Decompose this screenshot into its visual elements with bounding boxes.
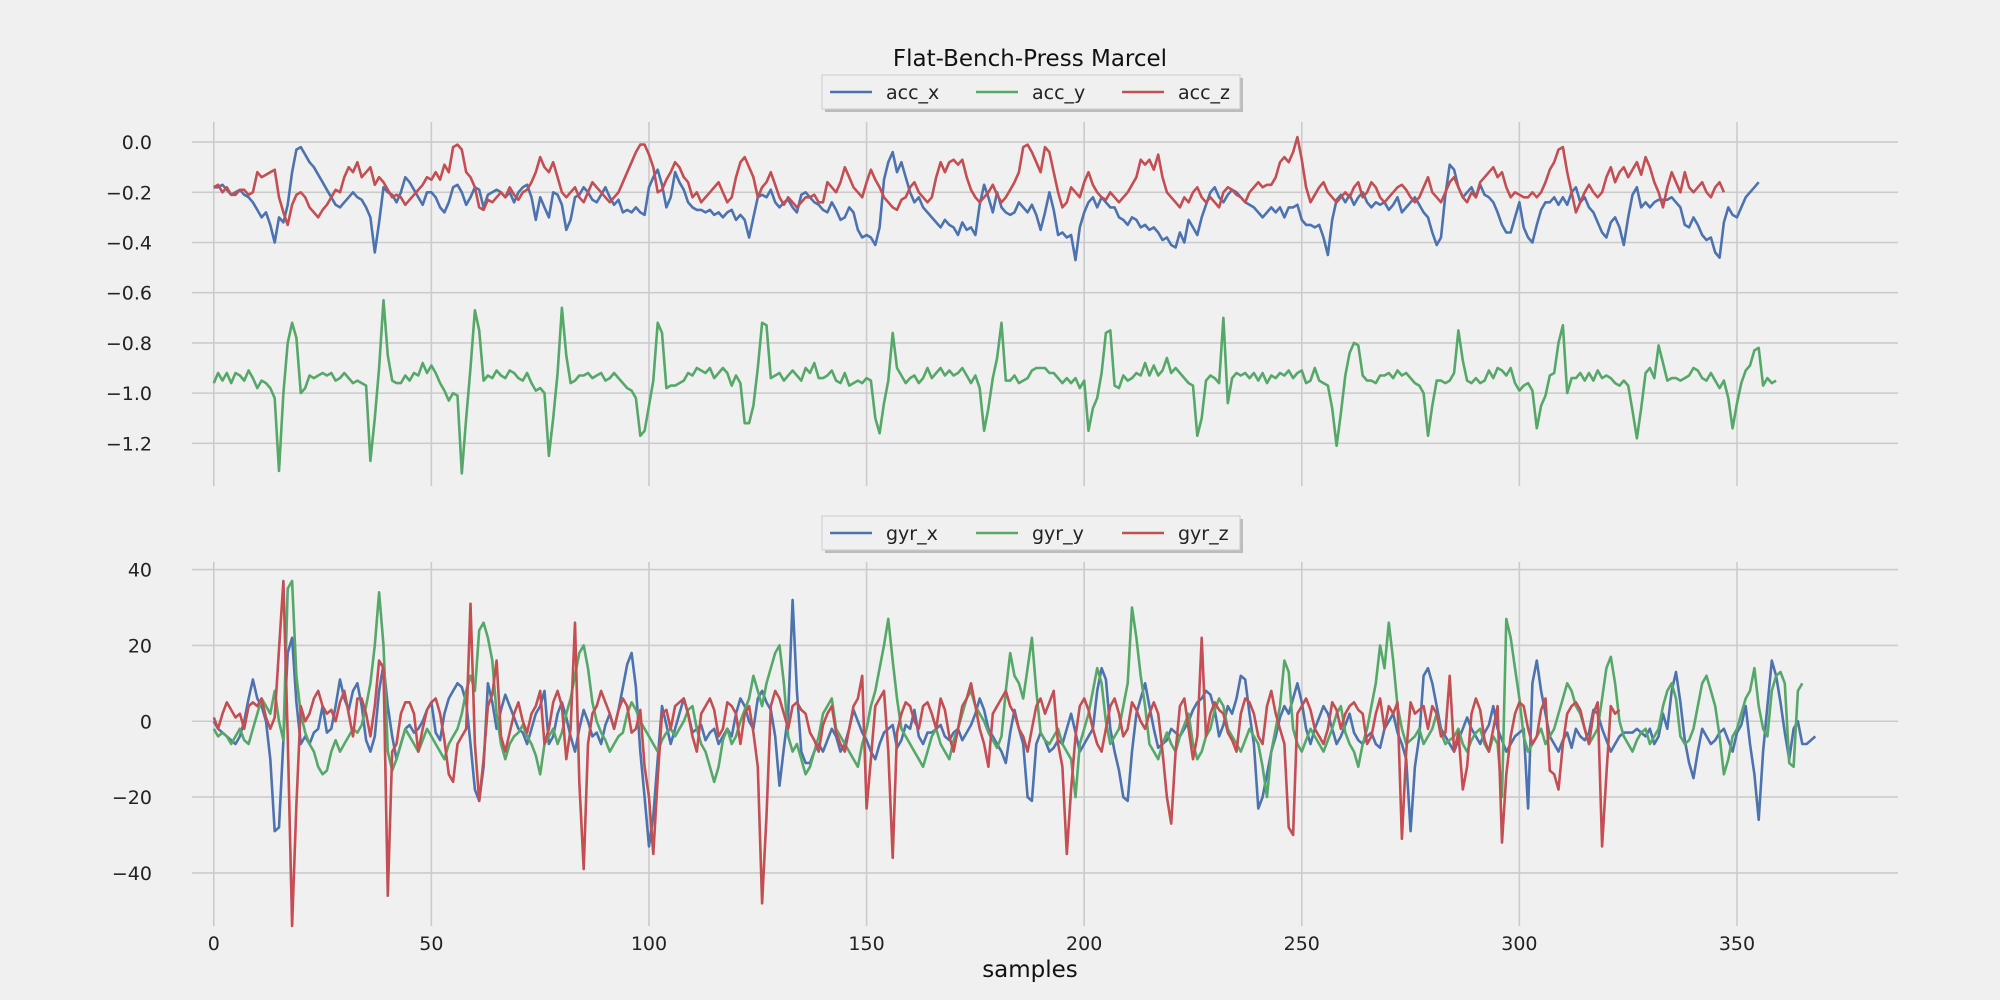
- series-line-acc_x: [213, 145, 1760, 262]
- acc-grid: [192, 122, 1898, 486]
- chart-title: Flat-Bench-Press Marcel: [893, 46, 1167, 72]
- y-tick-label: −0.6: [106, 283, 152, 305]
- y-tick-label: 40: [128, 560, 152, 582]
- y-tick-label: −0.8: [106, 333, 152, 355]
- x-tick-label: 150: [848, 933, 884, 955]
- legend-box: [821, 515, 1241, 551]
- legend-box: [821, 74, 1241, 110]
- x-tick-label: 250: [1284, 933, 1320, 955]
- gyr-x-tick-labels: 0 50 100 150 200 250 300 350: [208, 933, 1755, 955]
- x-tick-label: 350: [1719, 933, 1755, 955]
- acc-y-tick-labels: 0.0 −0.2 −0.4 −0.6 −0.8 −1.0 −1.2: [106, 132, 152, 455]
- y-tick-label: −1.2: [106, 433, 152, 455]
- gyr-lines: [212, 579, 1817, 928]
- x-tick-label: 100: [631, 933, 667, 955]
- y-tick-label: −1.0: [106, 383, 152, 405]
- legend-label-acc_y: acc_y: [1032, 82, 1085, 104]
- y-tick-label: 0.0: [122, 132, 152, 154]
- legend-label-acc_z: acc_z: [1178, 82, 1230, 104]
- y-tick-label: −40: [112, 863, 152, 885]
- y-tick-label: 20: [128, 635, 152, 657]
- y-tick-label: −0.2: [106, 182, 152, 204]
- gyr-legend: gyr_x gyr_y gyr_z: [821, 515, 1243, 553]
- acc-panel: 0.0−0.2−0.4−0.6−0.8−1.0−1.2 acc_x acc_y ac…: [106, 74, 1898, 486]
- x-tick-label: 300: [1501, 933, 1537, 955]
- x-tick-label: 200: [1066, 933, 1102, 955]
- series-line-acc_z: [213, 135, 1726, 227]
- x-tick-label: 50: [419, 933, 443, 955]
- series-line-gyr_z: [212, 579, 1621, 928]
- legend-label-gyr_x: gyr_x: [886, 523, 938, 545]
- gyr-y-tick-labels: 40 20 0 −20 −40: [112, 560, 152, 885]
- legend-label-gyr_z: gyr_z: [1178, 523, 1229, 545]
- series-line-gyr_x: [212, 598, 1817, 848]
- acc-legend: acc_x acc_y acc_z: [821, 74, 1243, 112]
- series-line-acc_y: [212, 298, 1777, 475]
- y-tick-label: 0: [140, 711, 152, 733]
- y-tick-label: −20: [112, 787, 152, 809]
- x-axis-label: samples: [982, 957, 1078, 983]
- series-line-gyr_y: [212, 579, 1804, 799]
- x-tick-label: 0: [208, 933, 220, 955]
- acc-lines: [212, 135, 1777, 475]
- legend-label-gyr_y: gyr_y: [1032, 523, 1084, 545]
- y-tick-label: −0.4: [106, 232, 152, 254]
- gyr-grid: [192, 562, 1898, 926]
- legend-label-acc_x: acc_x: [886, 82, 939, 104]
